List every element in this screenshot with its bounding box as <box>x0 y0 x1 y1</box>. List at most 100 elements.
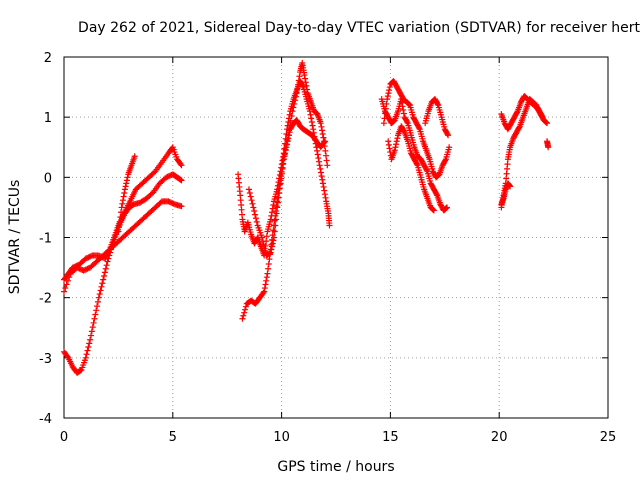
data-point <box>263 274 270 281</box>
data-point <box>292 93 299 100</box>
data-point <box>166 199 173 206</box>
data-point <box>95 294 102 301</box>
data-point <box>406 101 413 108</box>
data-point <box>296 73 303 80</box>
data-point <box>322 194 329 201</box>
data-point <box>386 145 393 152</box>
data-point <box>100 276 107 283</box>
data-point <box>413 161 420 168</box>
data-point <box>278 170 285 177</box>
data-point <box>404 118 411 125</box>
series-track-i <box>380 78 453 181</box>
data-point <box>281 151 288 158</box>
data-point <box>293 90 300 97</box>
data-point <box>121 189 128 196</box>
x-tick-label: 5 <box>169 430 177 445</box>
data-point <box>103 262 110 269</box>
data-point <box>383 100 390 107</box>
data-point <box>391 147 398 154</box>
y-tick-label: -4 <box>39 412 52 427</box>
data-point <box>260 241 267 248</box>
data-point <box>250 204 257 211</box>
data-point <box>539 114 546 121</box>
data-point <box>302 75 309 82</box>
data-point <box>267 249 274 256</box>
data-point <box>85 344 92 351</box>
data-point <box>324 162 331 169</box>
data-point <box>289 108 296 115</box>
data-point <box>269 243 276 250</box>
data-point <box>318 173 325 180</box>
data-point <box>101 273 108 280</box>
data-point <box>99 280 106 287</box>
data-point <box>313 109 320 116</box>
data-point <box>165 173 172 180</box>
data-point <box>81 266 88 273</box>
data-point <box>84 254 91 261</box>
data-point <box>542 118 549 125</box>
data-point <box>317 165 324 172</box>
data-point <box>443 204 450 211</box>
data-point <box>269 209 276 216</box>
data-point <box>308 118 315 125</box>
data-point <box>405 100 412 107</box>
y-tick-label: 2 <box>44 51 52 66</box>
data-point <box>393 138 400 145</box>
data-point <box>442 205 449 212</box>
data-point <box>392 144 399 151</box>
series-track-m <box>498 96 546 211</box>
series-track-e <box>235 78 333 259</box>
data-point <box>270 227 277 234</box>
data-point <box>274 204 281 211</box>
data-point <box>321 143 328 150</box>
data-point <box>157 199 164 206</box>
data-point <box>178 203 185 210</box>
series-track-j <box>385 123 437 214</box>
data-point <box>75 265 82 272</box>
data-point <box>120 193 127 200</box>
data-point <box>400 128 407 135</box>
data-point <box>61 288 67 295</box>
data-point <box>322 152 329 159</box>
data-point <box>253 218 260 225</box>
data-point <box>240 312 247 319</box>
data-point <box>115 228 122 235</box>
data-point <box>270 237 277 244</box>
data-point <box>275 194 282 201</box>
data-point <box>271 217 278 224</box>
data-point <box>400 106 407 113</box>
data-point <box>310 126 317 133</box>
data-point <box>116 218 123 225</box>
data-point <box>303 82 310 89</box>
data-point <box>279 165 286 172</box>
data-point <box>178 177 185 184</box>
data-point <box>543 119 550 126</box>
data-point <box>291 100 298 107</box>
data-point <box>445 132 452 139</box>
data-point <box>245 186 252 193</box>
data-point <box>544 120 551 127</box>
y-tick-label: -2 <box>39 292 52 307</box>
data-point <box>399 103 406 110</box>
data-point <box>86 253 93 260</box>
data-point <box>433 191 440 198</box>
data-point <box>259 238 266 245</box>
data-point <box>83 266 90 273</box>
data-point <box>168 199 175 206</box>
x-tick-label: 0 <box>60 430 68 445</box>
data-point <box>266 250 273 257</box>
data-point <box>390 118 397 125</box>
data-point <box>385 138 392 145</box>
data-point <box>386 84 393 91</box>
data-point <box>288 112 295 119</box>
data-point <box>380 120 387 127</box>
data-point <box>118 209 125 216</box>
data-point <box>301 72 308 79</box>
data-point <box>276 189 283 196</box>
data-point <box>101 269 108 276</box>
data-point <box>260 289 267 296</box>
data-point <box>320 183 327 190</box>
y-tick-label: -1 <box>39 232 52 247</box>
data-point <box>170 200 177 207</box>
